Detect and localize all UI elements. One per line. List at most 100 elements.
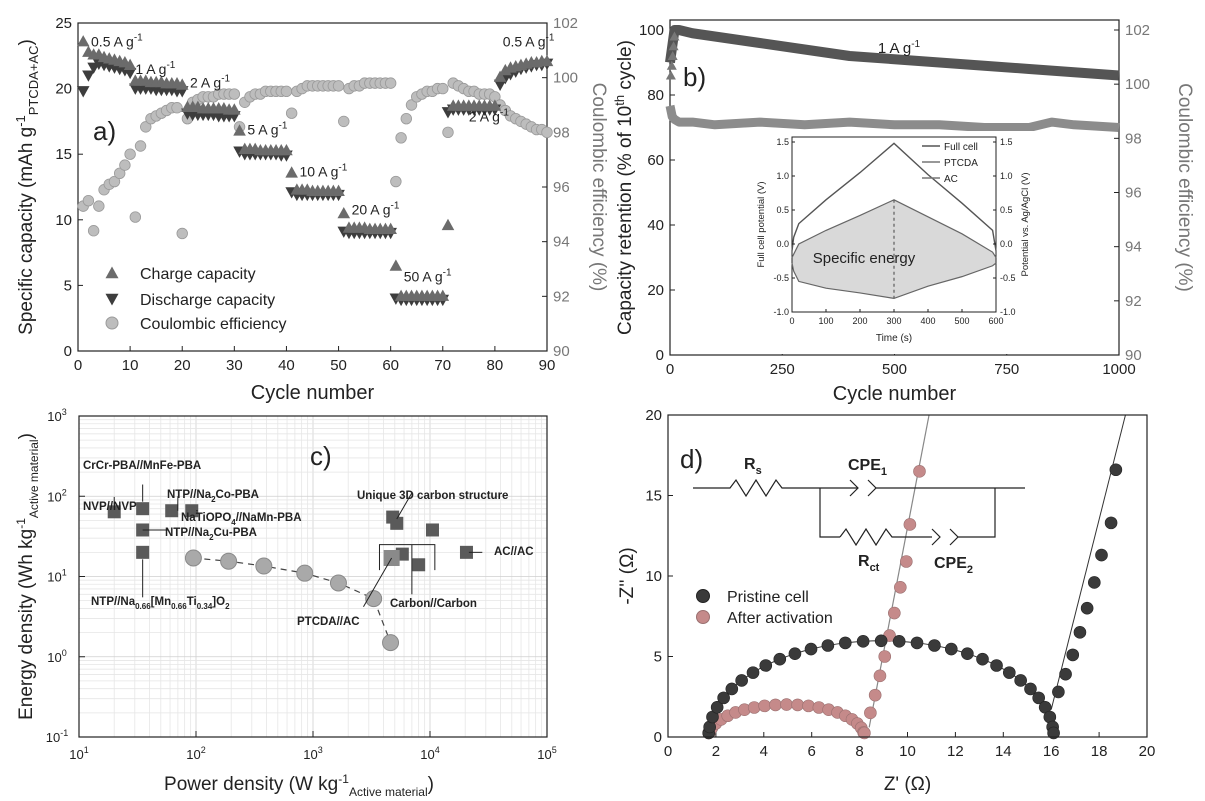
annotation-ntpmn: NTP//Na0.66[Mn0.66Ti0.34]O2 xyxy=(91,596,230,611)
rate-label: 5 A g-1 xyxy=(247,121,287,138)
panel-label: c) xyxy=(310,441,332,471)
legend-charge-label: Charge capacity xyxy=(140,266,256,283)
pristine-point xyxy=(856,635,870,648)
activation-point xyxy=(780,698,793,711)
charge-point xyxy=(436,289,450,301)
annotation-crcr: CrCr-PBA//MnFe-PBA xyxy=(83,460,201,472)
charge-point xyxy=(332,184,345,196)
x-tick-label: 0 xyxy=(74,357,82,374)
y2-tick-label: 96 xyxy=(553,179,570,196)
y-axis-label-main: Specific capacity (mAh g xyxy=(16,127,37,335)
annotation-part: [Mn xyxy=(151,596,171,608)
y-axis-label-end: cycle) xyxy=(615,40,636,95)
literature-point xyxy=(425,523,439,537)
rate-label-sup: -1 xyxy=(391,201,400,212)
leader-line xyxy=(363,557,393,607)
rate-label-sup: -1 xyxy=(546,33,555,44)
ce-point xyxy=(405,99,418,111)
ce-point xyxy=(93,200,105,212)
literature-point xyxy=(107,505,121,519)
y-axis-label-end: ) xyxy=(16,433,37,439)
activation-point xyxy=(894,580,907,594)
y-tick-label: 100 xyxy=(47,648,66,665)
panel-b: 0 250 500 750 100002040608010090929496981001… xyxy=(612,19,1195,405)
y2-tick-label: 90 xyxy=(553,343,570,360)
carbon-bracket xyxy=(394,544,436,571)
discharge-point xyxy=(493,79,507,91)
y2-tick-label: 96 xyxy=(1125,185,1142,202)
inset-y-tick-label: 1.0 xyxy=(776,171,789,181)
y2-tick-label: 94 xyxy=(1125,239,1142,256)
pristine-point xyxy=(1095,548,1108,562)
ce-point xyxy=(228,88,241,100)
legend-activation-label: After activation xyxy=(727,610,833,627)
activation-point xyxy=(878,650,892,663)
ptcda-point xyxy=(255,557,273,575)
y-tick-label: 103 xyxy=(47,407,66,424)
retention-line xyxy=(665,25,1120,81)
inset-y2-tick-label: 0.0 xyxy=(1000,239,1013,249)
rate-label-text: 20 A g xyxy=(352,202,391,218)
annotation-part: NTP//Na xyxy=(165,527,210,539)
y-axis-label-sup: -1 xyxy=(14,518,28,529)
inset-y2-tick-label: 1.0 xyxy=(1000,171,1013,181)
y-tick-exp: 3 xyxy=(62,407,67,417)
charge-point xyxy=(488,99,502,111)
inset-y-tick-label: -1.0 xyxy=(773,307,789,317)
inset-x-tick-label: 100 xyxy=(818,316,833,326)
rate-label-text: 2 A g xyxy=(469,108,500,124)
y-tick-label: 0 xyxy=(64,343,72,360)
annotation-ntpco: NTP//Na2Co-PBA xyxy=(167,489,259,504)
annotation-part: NTP//Na xyxy=(91,596,136,608)
pristine-point xyxy=(1073,626,1087,639)
rate-label: 0.5 A g-1 xyxy=(91,33,143,50)
x-tick-exp: 4 xyxy=(435,745,440,755)
charge-point xyxy=(337,206,351,219)
legend-discharge-label: Discharge capacity xyxy=(140,292,275,309)
y-tick-label: 10 xyxy=(645,568,662,585)
legend-activation-marker xyxy=(696,610,710,624)
charge-point xyxy=(228,103,241,115)
y-tick-exp: 0 xyxy=(62,648,67,658)
y-axis-label: Specific capacity (mAh g-1PTCDA+AC) xyxy=(13,39,41,335)
ce-point xyxy=(541,126,553,139)
cpe1-label: CPE1 xyxy=(848,457,887,478)
carbon-bracket xyxy=(378,544,395,571)
x-tick-label: 101 xyxy=(69,745,88,762)
ce-point xyxy=(442,126,454,139)
ac-line xyxy=(791,199,997,258)
x-tick-label: 20 xyxy=(1139,743,1156,760)
activation-point xyxy=(758,699,771,713)
y-tick-label: 0 xyxy=(656,347,664,364)
x-tick-label: 250 xyxy=(770,361,795,378)
leader-line xyxy=(396,492,413,520)
pristine-point xyxy=(1014,674,1027,687)
y-axis-label-end: ) xyxy=(16,39,37,45)
pristine-point xyxy=(735,674,748,687)
y-tick-label: 5 xyxy=(64,277,72,294)
x-tick-label: 40 xyxy=(278,357,295,374)
x-tick-label: 103 xyxy=(303,745,322,762)
y-axis-label-sub: PTCDA+AC xyxy=(26,46,41,116)
x-tick-exp: 1 xyxy=(84,745,89,755)
y-tick-label: 40 xyxy=(647,217,664,234)
discharge-point xyxy=(82,70,95,82)
charge-point xyxy=(441,218,455,231)
y-tick-base: 10 xyxy=(47,650,61,665)
y-axis-label-sup: th xyxy=(612,95,627,106)
activation-point xyxy=(791,698,804,712)
rate-label: 2 A g-1 xyxy=(469,107,509,124)
y-tick-label: 20 xyxy=(645,407,662,424)
activation-point xyxy=(903,518,917,531)
cpe2-label-sub: 2 xyxy=(967,564,973,576)
x-tick-label: 60 xyxy=(382,357,399,374)
x-tick-base: 10 xyxy=(303,747,317,762)
ce-point xyxy=(338,115,350,128)
rate-label-sup: -1 xyxy=(338,163,347,174)
y-axis-label-main: Capacity retention (% of 10 xyxy=(615,106,636,335)
cpe1-label-sub: 1 xyxy=(881,466,887,478)
cpe1-element xyxy=(867,479,877,497)
ce-point xyxy=(140,121,152,133)
